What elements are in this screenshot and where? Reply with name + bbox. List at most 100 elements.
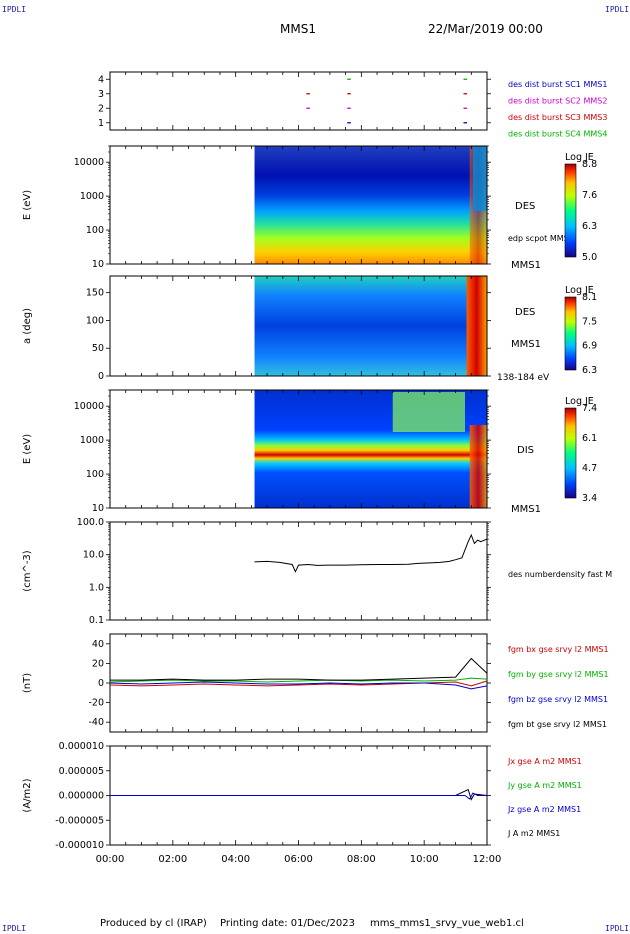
fgm-y-tick-label: 40: [92, 639, 104, 650]
des-overlay-label: edp scpot MMS1: [508, 234, 574, 243]
time-tick-label: 12:00: [473, 854, 502, 865]
des-colorbar: [564, 163, 577, 258]
fgm-series-3: [109, 681, 488, 690]
pitch-colorbar-title: Log JE: [565, 285, 594, 296]
density-y-tick-label: 0.1: [89, 615, 104, 626]
fgm-legend-4: fgm bt gse srvy l2 MMS1: [508, 720, 607, 729]
burst-legend-4: des dist burst SC4 MMS4: [508, 130, 607, 139]
footer-file-name: mms_mms1_srvy_vue_web1.cl: [370, 918, 524, 929]
corner-label-top-right: IPDLI: [605, 5, 630, 14]
pitch-y-tick-label: 50: [92, 343, 104, 354]
dis-y-tick-label: 10000: [74, 401, 104, 412]
dis-y-axis-label: E (eV): [22, 434, 33, 464]
des-colorbar-title: Log JE: [565, 152, 594, 163]
time-tick-label: 06:00: [284, 854, 313, 865]
dis-colorbar-tick-label: 4.7: [582, 463, 597, 474]
des-y-tick-label: 1000: [80, 191, 104, 202]
dis-colorbar-tick-label: 3.4: [582, 493, 597, 504]
current-y-tick-label: -0.000010: [55, 840, 104, 851]
des-y-tick-label: 10: [92, 259, 104, 270]
dis-spectrogram-end: [469, 425, 487, 508]
time-tick-label: 04:00: [221, 854, 250, 865]
dis-colorbar-title: Log JE: [565, 396, 594, 407]
burst-legend-3: des dist burst SC3 MMS3: [508, 113, 607, 122]
density-y-tick-label: 1.0: [89, 582, 104, 593]
burst-frame: [109, 71, 488, 131]
fgm-series-1: [109, 680, 488, 687]
fgm-series-2: [109, 677, 488, 683]
des-sc-label: MMS1: [511, 260, 541, 271]
dis-spectrogram-patch: [392, 392, 466, 432]
fgm-series-4: [110, 657, 488, 681]
density-series-1: [254, 533, 488, 573]
des-y-tick-label: 100: [86, 225, 104, 236]
burst-legend-2: des dist burst SC2 MMS2: [508, 97, 607, 106]
current-legend-3: Jz gse A m2 MMS1: [507, 805, 581, 814]
dis-colorbar-tick-label: 7.4: [582, 403, 597, 414]
pitch-energy-range: 138-184 eV: [497, 373, 550, 383]
current-legend-2: Jy gse A m2 MMS1: [507, 781, 582, 790]
burst-legend-1: des dist burst SC1 MMS1: [508, 80, 607, 89]
des-y-axis-label: E (eV): [22, 190, 33, 220]
fgm-y-tick-label: 20: [92, 658, 104, 669]
burst-y-tick-label: 3: [98, 89, 104, 100]
burst-y-tick-label: 1: [98, 118, 104, 129]
density-frame: [109, 521, 488, 621]
dis-y-tick-label: 10: [92, 503, 104, 514]
current-y-tick-label: 0.000010: [59, 741, 104, 752]
footer-produced-by: Produced by cl (IRAP): [100, 918, 207, 929]
current-y-tick-label: 0.000000: [59, 791, 104, 802]
dis-instrument-label: DIS: [517, 445, 534, 456]
pitch-y-tick-label: 100: [86, 315, 104, 326]
des-colorbar-tick-label: 7.6: [582, 190, 597, 201]
density-y-tick-label: 100.0: [77, 517, 104, 528]
des-colorbar-tick-label: 8.8: [582, 159, 597, 170]
dis-colorbar: [564, 407, 577, 499]
fgm-legend-1: fgm bx gse srvy l2 MMS1: [508, 645, 609, 654]
burst-y-tick-label: 2: [98, 103, 104, 114]
time-tick-label: 08:00: [347, 854, 376, 865]
pitch-spectrogram-end: [466, 276, 487, 376]
current-y-axis-label: (A/m2): [22, 778, 33, 812]
current-legend-1: Jx gse A m2 MMS1: [507, 757, 582, 766]
density-y-axis-label: (cm^-3): [22, 550, 33, 591]
burst-y-tick-label: 4: [98, 74, 104, 85]
date-title: 22/Mar/2019 00:00: [428, 22, 543, 36]
density-legend-1: des numberdensity fast M: [508, 570, 612, 579]
current-y-tick-label: -0.000005: [55, 815, 104, 826]
fgm-y-tick-label: -20: [88, 698, 104, 709]
des-instrument-label: DES: [515, 201, 535, 212]
dis-sc-label: MMS1: [511, 504, 541, 515]
pitch-y-axis-label: a (deg): [22, 308, 33, 344]
dis-y-tick-label: 100: [86, 469, 104, 480]
pitch-sc-label: MMS1: [511, 339, 541, 350]
density-y-tick-label: 10.0: [83, 550, 104, 561]
corner-label-bottom-right: IPDLI: [605, 924, 630, 933]
current-legend-4: J A m2 MMS1: [507, 829, 560, 838]
pitch-colorbar-tick-label: 7.5: [582, 316, 597, 327]
time-tick-label: 00:00: [96, 854, 125, 865]
des-y-tick-label: 10000: [74, 157, 104, 168]
footer-printing-date: Printing date: 01/Dec/2023: [220, 918, 356, 929]
fgm-y-axis-label: (nT): [22, 673, 33, 693]
pitch-y-tick-label: 0: [98, 371, 104, 382]
pitch-colorbar-tick-label: 6.9: [582, 341, 597, 352]
fgm-legend-2: fgm by gse srvy l2 MMS1: [508, 670, 609, 679]
spacecraft-title: MMS1: [280, 22, 316, 36]
corner-label-bottom-left: IPDLI: [2, 924, 27, 933]
figure: 1 2 3 4 des dist burst SC1 MMS1 des dist burs…: [22, 71, 612, 865]
fgm-y-tick-label: 0: [98, 678, 104, 689]
pitch-colorbar-tick-label: 6.3: [582, 365, 597, 376]
current-y-tick-label: 0.000005: [59, 766, 104, 777]
fgm-y-tick-label: -40: [88, 717, 104, 728]
current-series-1: [110, 788, 488, 801]
dis-y-tick-label: 1000: [80, 435, 104, 446]
pitch-y-tick-label: 150: [86, 288, 104, 299]
fgm-legend-3: fgm bz gse srvy l2 MMS1: [508, 695, 608, 704]
corner-label-top-left: IPDLI: [2, 5, 27, 14]
pitch-colorbar-tick-label: 8.1: [582, 292, 597, 303]
pitch-instrument-label: DES: [515, 307, 535, 318]
des-colorbar-tick-label: 6.3: [582, 221, 597, 232]
time-tick-label: 10:00: [410, 854, 439, 865]
des-spectrogram: [254, 146, 487, 264]
